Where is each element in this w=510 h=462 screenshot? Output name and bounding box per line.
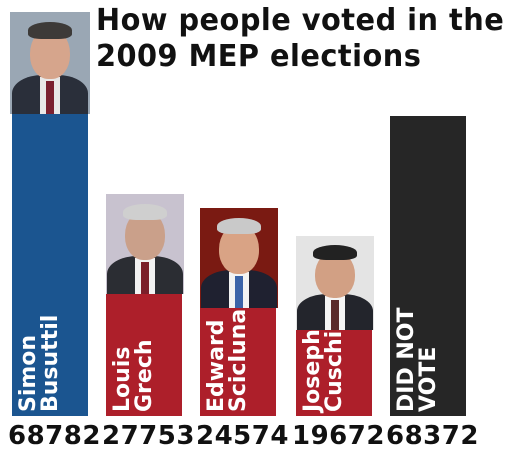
bar-5 — [390, 116, 466, 416]
chart-title-line-2: 2009 MEP elections — [96, 39, 422, 74]
value-label-3: 24574 — [196, 421, 289, 451]
value-label-5: 68372 — [386, 421, 479, 451]
chart-title-line-1: How people voted in the — [96, 3, 505, 38]
bar-label-1: Simon Busuttil — [16, 314, 63, 412]
value-label-4: 19672 — [292, 421, 385, 451]
bar-3 — [200, 308, 276, 416]
bar-2 — [106, 294, 182, 416]
portrait-photo-4 — [296, 236, 374, 330]
portrait-photo-3 — [200, 208, 278, 308]
portrait-photo-2 — [106, 194, 184, 294]
portrait-photo-1 — [10, 12, 90, 114]
bar-1 — [12, 114, 88, 416]
bar-label-2: Louis Grech — [110, 339, 157, 412]
bar-label-5: DID NOT VOTE — [394, 307, 441, 413]
value-label-2: 27753 — [102, 421, 195, 451]
value-label-1: 68782 — [8, 421, 101, 451]
bar-label-3: Edward Scicluna — [204, 308, 251, 412]
bar-4 — [296, 330, 372, 416]
